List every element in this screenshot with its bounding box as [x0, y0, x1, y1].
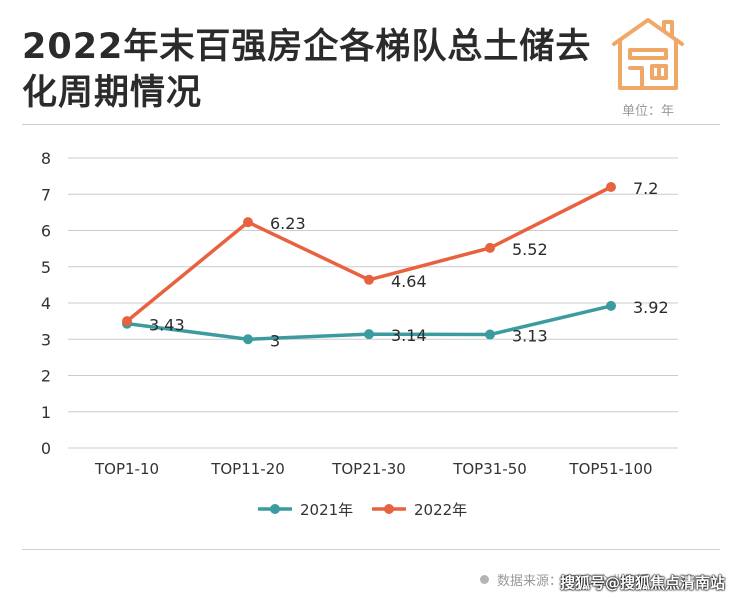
y-tick-label: 8 — [41, 149, 51, 168]
source-note: 数据来源：CRIC 企业年报 — [480, 570, 649, 589]
data-label: 3.92 — [633, 298, 669, 317]
bullet-icon — [480, 575, 489, 584]
data-point — [485, 242, 495, 253]
y-tick-label: 6 — [41, 222, 51, 241]
data-point — [243, 217, 253, 228]
footer-divider — [22, 549, 720, 550]
x-tick-label: TOP21-30 — [331, 460, 406, 478]
x-tick-label: TOP31-50 — [452, 460, 527, 478]
y-tick-label: 4 — [41, 294, 51, 313]
y-tick-label: 3 — [41, 330, 51, 349]
x-tick-label: TOP1-10 — [94, 460, 159, 478]
y-tick-label: 0 — [41, 439, 51, 458]
data-point — [243, 334, 253, 345]
legend-label: 2022年 — [414, 501, 467, 519]
data-point — [485, 329, 495, 340]
data-label: 5.52 — [512, 240, 548, 259]
data-label: 3 — [270, 331, 280, 350]
data-label: 3.14 — [391, 326, 427, 345]
data-label: 3.13 — [512, 327, 548, 346]
unit-label: 单位：年 — [622, 104, 675, 119]
legend-swatch-dot — [384, 504, 394, 514]
data-point — [606, 300, 616, 311]
data-point — [122, 316, 132, 327]
data-label: 3.43 — [149, 316, 185, 335]
x-tick-label: TOP11-20 — [210, 460, 285, 478]
y-tick-label: 5 — [41, 258, 51, 277]
x-tick-label: TOP51-100 — [568, 460, 652, 478]
source-text: 数据来源：CRIC 企业年报 — [497, 574, 650, 589]
page-title-line-2: 化周期情况 — [22, 73, 203, 113]
house-icon — [612, 18, 684, 90]
watermark: 搜狐号@搜狐焦点清南站 — [560, 574, 726, 592]
line-chart: 0 1 2 3 4 5 6 7 8 TOP1-10 TOP11-20 TOP21-30 TOP31-5… — [41, 149, 678, 519]
data-point — [606, 182, 616, 192]
legend-label: 2021年 — [300, 501, 353, 519]
data-label: 4.64 — [391, 272, 427, 291]
legend-swatch-dot — [270, 504, 280, 514]
page-title-line-1: 2022年末百强房企各梯队总土储去 — [22, 27, 592, 67]
y-tick-label: 2 — [41, 367, 51, 386]
data-point — [364, 274, 374, 285]
data-label: 6.23 — [270, 214, 306, 233]
y-tick-label: 7 — [41, 185, 51, 204]
header-divider — [22, 124, 720, 125]
y-tick-label: 1 — [41, 403, 51, 422]
data-point — [364, 329, 374, 340]
data-label: 7.2 — [633, 179, 658, 198]
